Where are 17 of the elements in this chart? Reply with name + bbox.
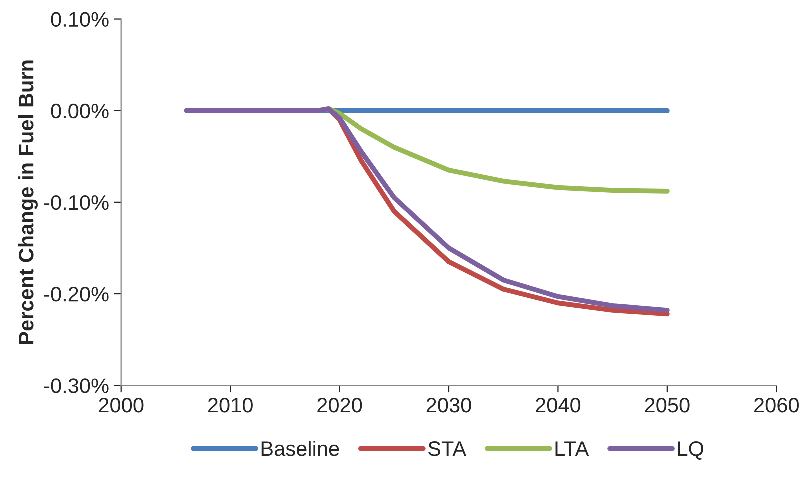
x-tick-label: 2050 bbox=[645, 398, 690, 413]
x-tick-label: 2000 bbox=[99, 398, 144, 413]
legend-label: Baseline bbox=[262, 440, 340, 456]
y-tick-label: -0.20% bbox=[44, 287, 109, 302]
y-tick-label: 0.00% bbox=[51, 104, 109, 119]
x-tick-label: 2020 bbox=[318, 398, 362, 413]
y-tick-label: -0.10% bbox=[44, 195, 109, 210]
x-tick-label: 2040 bbox=[536, 398, 581, 413]
x-tick-label: 2010 bbox=[208, 398, 253, 413]
x-tick-label: 2030 bbox=[426, 398, 472, 413]
y-axis-title: Percent Change in Fuel Burn bbox=[18, 60, 38, 344]
y-tick-label: 0.10% bbox=[51, 12, 109, 28]
x-tick-label: 2060 bbox=[754, 398, 799, 413]
legend-label: LTA bbox=[556, 442, 590, 456]
legend-label: STA bbox=[428, 442, 467, 456]
y-tick-label: -0.30% bbox=[44, 378, 109, 394]
legend-label: LQ bbox=[678, 442, 704, 460]
